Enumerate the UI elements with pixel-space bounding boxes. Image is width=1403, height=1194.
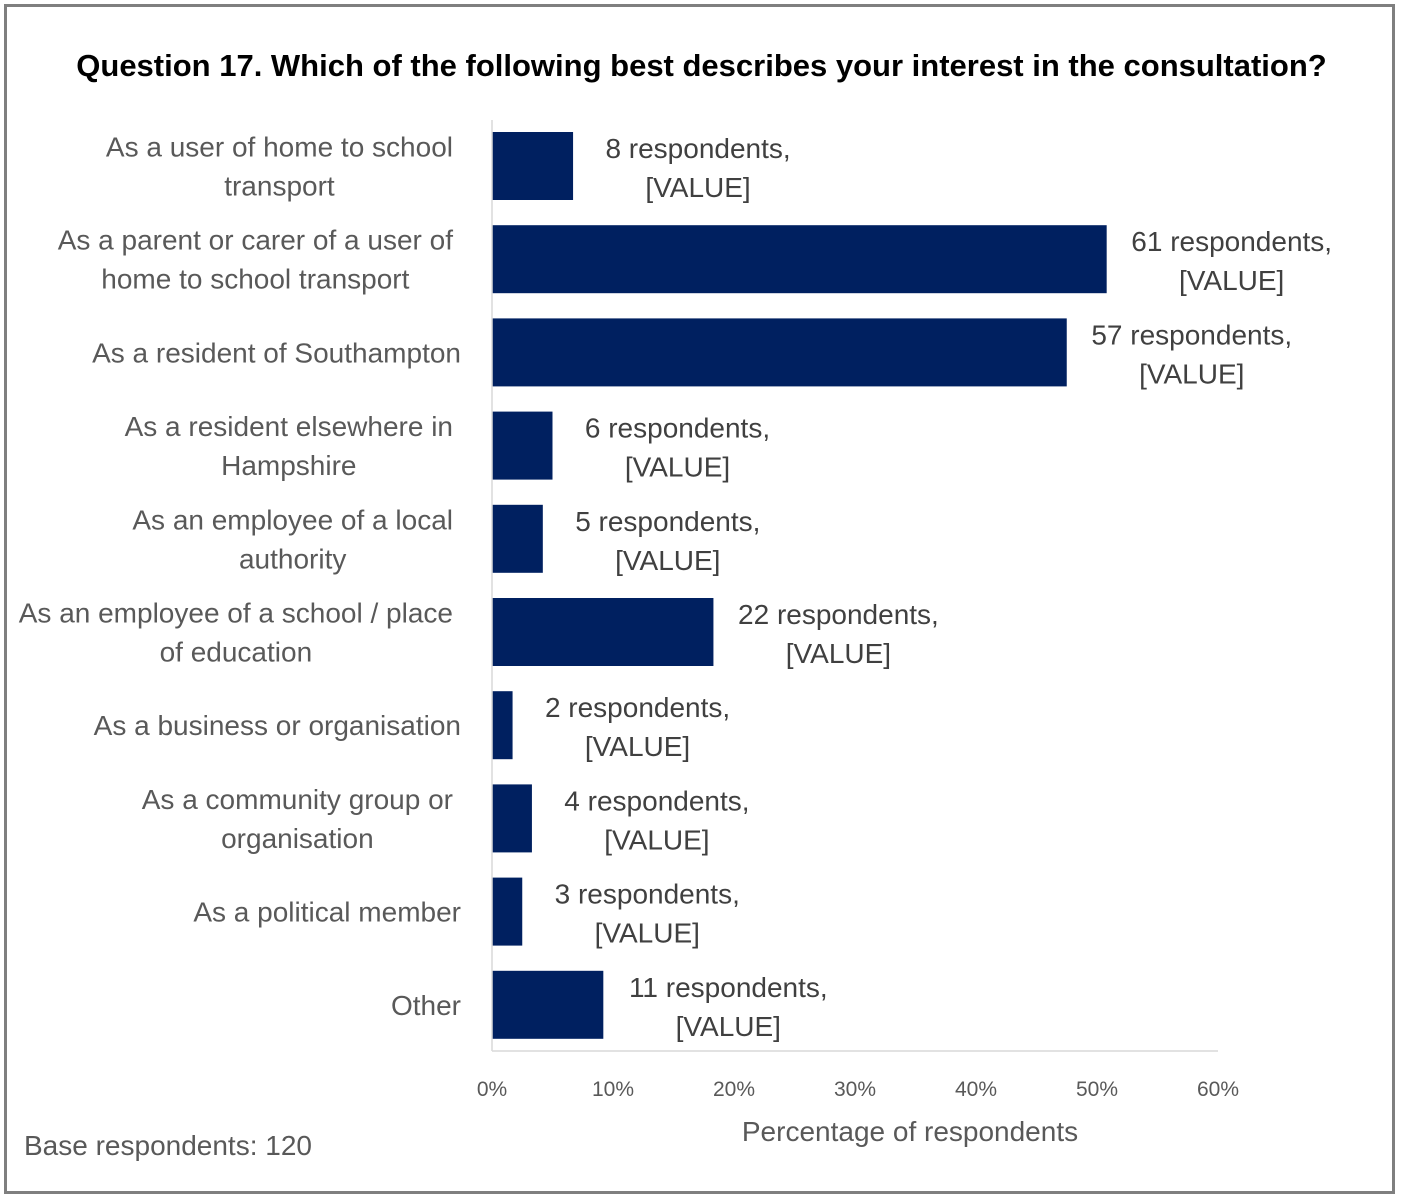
x-tick-label: 50%: [1076, 1078, 1118, 1101]
category-label: transport: [224, 171, 335, 202]
data-label: 8 respondents,: [605, 133, 790, 164]
data-label-value: [VALUE]: [1139, 358, 1244, 389]
category-label: As a resident of Southampton: [92, 337, 461, 368]
bar-2: [492, 225, 1107, 293]
x-tick-label: 0%: [477, 1078, 507, 1101]
data-label-value: [VALUE]: [645, 172, 750, 203]
data-label: 11 respondents,: [629, 972, 828, 1003]
bar-4: [492, 412, 553, 480]
category-label: home to school transport: [101, 264, 409, 295]
data-label-value: [VALUE]: [625, 452, 730, 483]
data-label: 57 respondents,: [1091, 319, 1292, 350]
data-label-value: [VALUE]: [676, 1011, 781, 1042]
category-label: As a community group or: [142, 784, 453, 815]
x-axis-title: Percentage of respondents: [742, 1116, 1078, 1147]
bar-6: [492, 598, 713, 666]
data-label: 2 respondents,: [545, 692, 730, 723]
category-label: organisation: [221, 823, 374, 854]
bar-7: [492, 691, 513, 759]
data-label-value: [VALUE]: [604, 824, 709, 855]
x-tick-label: 30%: [834, 1078, 876, 1101]
data-label: 3 respondents,: [555, 879, 740, 910]
category-label: As an employee of a local: [132, 504, 453, 535]
data-label: 4 respondents,: [564, 785, 749, 816]
category-label: Hampshire: [221, 450, 356, 481]
bar-9: [492, 878, 522, 946]
bar-5: [492, 505, 543, 573]
category-label: As an employee of a school / place: [19, 598, 453, 629]
category-label: As a business or organisation: [94, 710, 461, 741]
data-label: 22 respondents,: [738, 599, 939, 630]
data-label: 5 respondents,: [575, 506, 760, 537]
x-tick-label: 60%: [1197, 1078, 1239, 1101]
data-label-value: [VALUE]: [786, 638, 891, 669]
bar-10: [492, 971, 603, 1039]
bar-1: [492, 132, 573, 200]
category-label-group: As a user of home to school transport As a…: [19, 132, 461, 1021]
x-tick-label: 40%: [955, 1078, 997, 1101]
category-label: As a resident elsewhere in: [125, 411, 453, 442]
bar-8: [492, 784, 532, 852]
base-respondents-note: Base respondents: 120: [24, 1130, 312, 1162]
data-label-value: [VALUE]: [615, 545, 720, 576]
category-label: Other: [391, 990, 461, 1021]
data-label-value: [VALUE]: [585, 731, 690, 762]
data-label: 61 respondents,: [1131, 226, 1332, 257]
x-tick-label: 20%: [713, 1078, 755, 1101]
category-label: As a user of home to school: [106, 132, 453, 163]
category-label: of education: [160, 637, 313, 668]
bar-3: [492, 318, 1067, 386]
category-label: authority: [239, 543, 346, 574]
x-tick-label: 10%: [592, 1078, 634, 1101]
data-label-value: [VALUE]: [1179, 265, 1284, 296]
data-label: 6 respondents,: [585, 413, 770, 444]
data-label-value: [VALUE]: [595, 918, 700, 949]
category-label: As a parent or carer of a user of: [58, 225, 454, 256]
x-tick-label-group: 0% 10% 20% 30% 40% 50% 60%: [477, 1078, 1239, 1101]
category-label: As a political member: [193, 897, 461, 928]
